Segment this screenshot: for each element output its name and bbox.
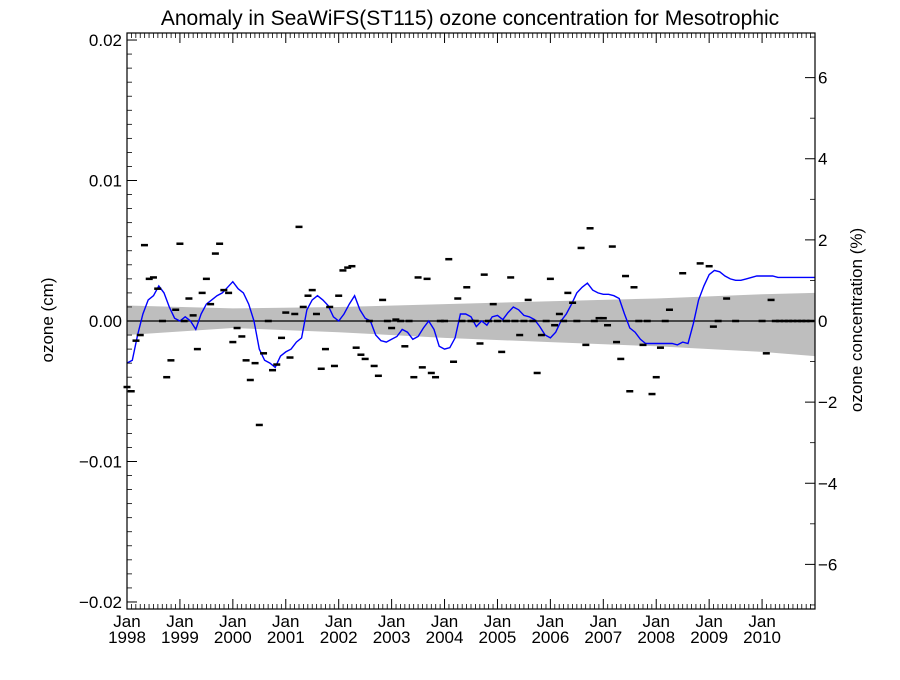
trend-band-layer — [127, 292, 815, 357]
y-right-tick-label: 4 — [818, 150, 827, 169]
smoothed-line-layer — [126, 269, 815, 369]
y-right-tick-label: 6 — [818, 69, 827, 88]
y-right-tick-label: −6 — [818, 555, 837, 574]
x-axis-layer: Jan1998Jan1999Jan2000Jan2001Jan2002Jan20… — [108, 33, 811, 647]
x-tick-label-month: Jan — [378, 612, 405, 631]
y-tick-label: 0.00 — [89, 312, 122, 331]
y-right-tick-label: 2 — [818, 231, 827, 250]
x-tick-label-year: 2005 — [479, 628, 517, 647]
x-tick-label-month: Jan — [325, 612, 352, 631]
y-right-tick-label: 0 — [818, 312, 827, 331]
x-tick-label-year: 2007 — [584, 628, 622, 647]
x-tick-label-month: Jan — [643, 612, 670, 631]
x-tick-label-month: Jan — [431, 612, 458, 631]
x-tick-label-month: Jan — [219, 612, 246, 631]
x-tick-label-month: Jan — [537, 612, 564, 631]
y-axis-right-label: ozone concentration (%) — [847, 228, 866, 412]
x-tick-label-year: 2003 — [373, 628, 411, 647]
x-tick-label-month: Jan — [590, 612, 617, 631]
x-tick-label-year: 1999 — [161, 628, 199, 647]
y-axis-layer: 0.02 0.01 0.00 −0.01 −0.02 — [79, 31, 137, 612]
x-tick-label-year: 2004 — [426, 628, 464, 647]
x-tick-label-year: 2009 — [690, 628, 728, 647]
trend-band — [127, 292, 815, 357]
x-tick-label-year: 2001 — [267, 628, 305, 647]
y-tick-label: −0.02 — [79, 593, 122, 612]
x-tick-label-month: Jan — [695, 612, 722, 631]
x-tick-label-year: 2006 — [531, 628, 569, 647]
x-tick-label-year: 2002 — [320, 628, 358, 647]
x-tick-label-year: 2008 — [637, 628, 675, 647]
points-layer — [123, 225, 815, 427]
series-line — [126, 269, 815, 369]
y-axis-label: ozone (cm) — [38, 277, 57, 362]
x-tick-label-year: 2010 — [743, 628, 781, 647]
chart-title: Anomaly in SeaWiFS(ST115) ozone concentr… — [161, 7, 779, 30]
x-tick-label-month: Jan — [272, 612, 299, 631]
y-tick-label: 0.01 — [89, 172, 122, 191]
y-tick-label: 0.02 — [89, 31, 122, 50]
x-tick-label-year: 2000 — [214, 628, 252, 647]
y-tick-label: −0.01 — [79, 452, 122, 471]
x-tick-label-year: 1998 — [108, 628, 146, 647]
x-tick-label-month: Jan — [113, 612, 140, 631]
x-tick-label-month: Jan — [166, 612, 193, 631]
y-axis-right-layer: 6 4 2 0 −2 −4 −6 — [805, 36, 837, 606]
y-right-tick-label: −2 — [818, 393, 837, 412]
y-right-tick-label: −4 — [818, 474, 837, 493]
x-tick-label-month: Jan — [748, 612, 775, 631]
x-tick-label-month: Jan — [484, 612, 511, 631]
